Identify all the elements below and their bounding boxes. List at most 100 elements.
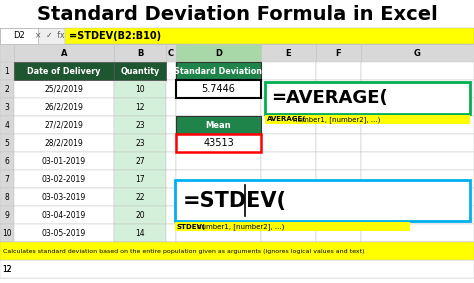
Text: 12: 12	[2, 265, 12, 273]
Bar	[261, 224, 316, 242]
Bar	[114, 80, 166, 98]
Bar	[0, 242, 474, 260]
Bar	[176, 44, 261, 62]
Text: 12: 12	[2, 265, 12, 273]
Bar	[114, 44, 166, 62]
Bar	[361, 206, 474, 224]
Bar	[261, 170, 316, 188]
Bar	[0, 80, 14, 98]
Bar	[261, 152, 316, 170]
Bar	[0, 62, 14, 80]
Bar	[176, 134, 261, 152]
Bar	[176, 116, 261, 134]
Bar	[176, 98, 261, 116]
Bar	[0, 98, 14, 116]
Bar	[14, 44, 114, 62]
Bar	[14, 188, 114, 206]
Bar	[0, 0, 474, 28]
Bar	[0, 44, 14, 62]
Text: 03-04-2019: 03-04-2019	[42, 211, 86, 220]
Bar	[261, 260, 316, 278]
Bar	[166, 98, 176, 116]
Bar	[175, 222, 410, 231]
Text: 23: 23	[135, 138, 145, 147]
Bar	[114, 116, 166, 134]
Bar	[316, 224, 361, 242]
Bar	[166, 188, 176, 206]
Bar	[361, 44, 474, 62]
Bar	[261, 98, 316, 116]
Text: G: G	[414, 48, 421, 57]
Bar	[361, 224, 474, 242]
Text: 03-02-2019: 03-02-2019	[42, 175, 86, 183]
Bar	[166, 152, 176, 170]
Text: number1, [number2], ...): number1, [number2], ...)	[197, 223, 284, 230]
Text: 03-03-2019: 03-03-2019	[42, 192, 86, 201]
Bar	[0, 242, 14, 260]
Bar	[14, 116, 114, 134]
Bar	[316, 206, 361, 224]
Bar	[261, 62, 316, 80]
Bar	[361, 80, 474, 98]
Bar	[14, 206, 114, 224]
Bar	[176, 260, 261, 278]
Text: =STDEV(B2:B10): =STDEV(B2:B10)	[69, 31, 161, 41]
Bar	[166, 206, 176, 224]
Text: 10: 10	[2, 228, 12, 237]
Text: B: B	[137, 48, 143, 57]
Bar	[361, 62, 474, 80]
Bar	[166, 44, 176, 62]
Text: 4: 4	[5, 121, 9, 130]
Text: 7: 7	[5, 175, 9, 183]
Text: 12: 12	[135, 102, 145, 112]
Text: 26/2/2019: 26/2/2019	[45, 102, 83, 112]
Text: 2: 2	[5, 85, 9, 93]
Text: ×  ✓  fx: × ✓ fx	[35, 31, 65, 40]
Bar	[114, 206, 166, 224]
Bar	[114, 242, 166, 260]
Bar	[14, 98, 114, 116]
Bar	[166, 170, 176, 188]
Text: 14: 14	[135, 228, 145, 237]
Bar	[166, 62, 176, 80]
Bar	[316, 242, 361, 260]
Bar	[261, 80, 316, 98]
Text: 03-01-2019: 03-01-2019	[42, 156, 86, 166]
Text: F: F	[336, 48, 341, 57]
Text: 11: 11	[2, 246, 12, 256]
Bar	[114, 62, 166, 80]
Text: 1: 1	[5, 67, 9, 76]
Bar	[114, 152, 166, 170]
Bar	[316, 152, 361, 170]
Bar	[166, 80, 176, 98]
Bar	[176, 188, 261, 206]
Bar	[316, 98, 361, 116]
Bar	[0, 134, 14, 152]
Text: D2: D2	[13, 31, 25, 40]
Text: AVERAGE(: AVERAGE(	[267, 117, 306, 123]
Text: 17: 17	[135, 175, 145, 183]
Text: D: D	[215, 48, 222, 57]
Text: 6: 6	[5, 156, 9, 166]
Text: E: E	[286, 48, 292, 57]
Bar	[0, 260, 474, 278]
Text: Calculates standard deviation based on the entire population given as arguments : Calculates standard deviation based on t…	[3, 248, 365, 254]
Bar	[261, 116, 316, 134]
Bar	[0, 224, 14, 242]
Text: Standard Deviation Formula in Excel: Standard Deviation Formula in Excel	[36, 5, 438, 23]
Bar	[114, 260, 166, 278]
Text: 5.7446: 5.7446	[201, 84, 236, 94]
Bar	[316, 80, 361, 98]
Text: 5: 5	[5, 138, 9, 147]
Bar	[14, 134, 114, 152]
Bar	[176, 80, 261, 98]
Bar	[361, 260, 474, 278]
Bar	[0, 28, 474, 44]
Text: 22: 22	[135, 192, 145, 201]
Text: 8: 8	[5, 192, 9, 201]
Bar	[361, 170, 474, 188]
Bar	[361, 188, 474, 206]
Bar	[265, 82, 470, 114]
Bar	[176, 80, 261, 98]
Bar	[175, 180, 470, 221]
